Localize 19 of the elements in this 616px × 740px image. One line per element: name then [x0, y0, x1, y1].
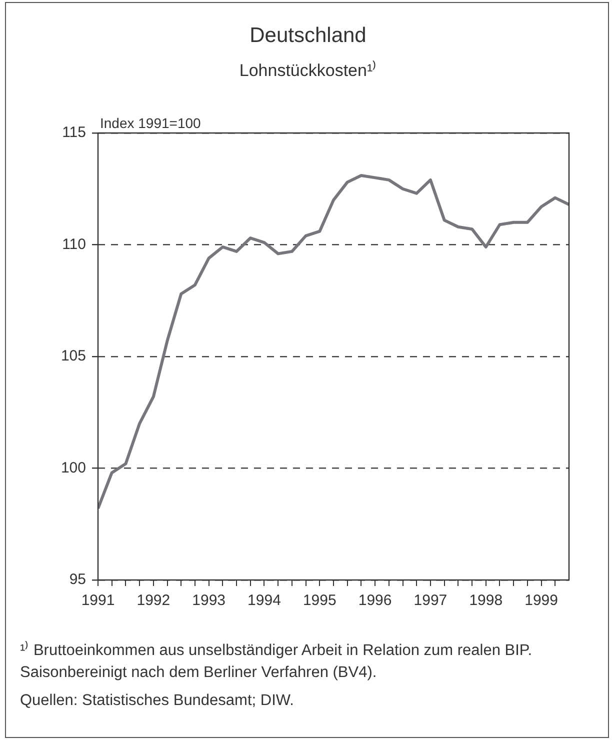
- x-tick-label: 1995: [302, 592, 336, 610]
- x-tick-label: 1999: [524, 592, 558, 610]
- x-tick-label: 1997: [414, 592, 448, 610]
- y-tick-label: 100: [60, 459, 86, 476]
- chart-subtitle: Lohnstückkosten¹⁾: [238, 60, 378, 81]
- x-tick-label: 1994: [248, 592, 281, 610]
- x-tick-label: 1996: [358, 592, 392, 610]
- y-tick-label: 105: [60, 348, 86, 365]
- y-tick-label: 95: [69, 571, 86, 588]
- text: ¹⁾ Bruttoeinkommen aus unselbständiger Arbeit in Relation zum realen BIP. Saisonbereinigt nach dem Berliner Verfahren (BV4).: [20, 640, 534, 683]
- x-tick-label: 1998: [469, 592, 503, 610]
- y-tick-label: 110: [62, 236, 86, 253]
- x-tick-label: 1991: [81, 592, 115, 610]
- x-tick-label: 1992: [136, 592, 170, 610]
- x-tick-label: 1993: [192, 592, 226, 610]
- y-tick-label: 115: [62, 124, 86, 142]
- chart-title: Deutschland: [248, 24, 368, 48]
- source-note: Quellen: Statistisches Bundesamt; DIW.: [20, 691, 295, 711]
- y-axis-title: Index 1991=100: [100, 114, 202, 131]
